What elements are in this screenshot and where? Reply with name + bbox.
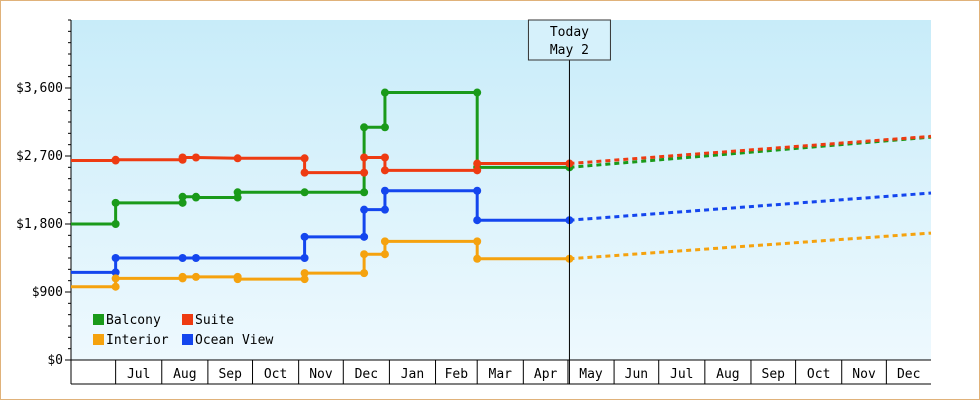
x-tick-label: Dec [355,367,378,382]
x-tick-label: Jul [127,367,150,382]
data-point[interactable] [360,269,369,278]
data-point[interactable] [191,193,200,202]
x-tick-label: Dec [897,367,920,382]
data-point[interactable] [178,272,187,281]
x-tick-label: Nov [309,367,333,382]
data-point[interactable] [360,153,369,162]
data-point[interactable] [178,198,187,207]
data-point[interactable] [473,237,482,246]
x-tick-label: Jan [401,367,424,382]
x-tick-label: Oct [264,367,287,382]
projection-line-ocean-view [569,191,932,222]
today-label-line2: May 2 [550,43,589,58]
data-point[interactable] [473,254,482,263]
x-tick-label: Aug [173,367,196,382]
y-tick-label: $1,800 [16,217,63,232]
data-point[interactable] [300,232,309,241]
data-point[interactable] [360,168,369,177]
data-point[interactable] [473,166,482,175]
data-point[interactable] [300,188,309,197]
data-point[interactable] [380,166,389,175]
data-point[interactable] [300,168,309,177]
data-point[interactable] [473,159,482,168]
data-point[interactable] [300,254,309,262]
data-point[interactable] [233,154,242,163]
legend-swatch [93,314,104,325]
legend-swatch [93,334,104,345]
x-tick-label: Apr [534,367,558,382]
data-point[interactable] [111,274,120,283]
x-tick-label: Jun [625,367,648,382]
data-point[interactable] [380,153,389,162]
legend-label: Suite [195,313,234,328]
legend-label: Interior [106,333,169,348]
legend-swatch [182,334,193,345]
data-point[interactable] [191,272,200,281]
data-point[interactable] [380,123,389,132]
data-point[interactable] [360,232,369,241]
data-point[interactable] [191,153,200,162]
projection-line-balcony [569,135,932,169]
data-point[interactable] [360,250,369,259]
x-tick-label: May [579,367,603,382]
y-tick-label: $0 [47,353,63,368]
x-tick-label: Aug [716,367,739,382]
series-line-suite [71,156,570,175]
x-tick-label: Jul [670,367,693,382]
x-tick-label: Oct [807,367,830,382]
data-point[interactable] [473,88,482,97]
y-tick-label: $900 [32,285,63,300]
data-point[interactable] [233,188,242,197]
data-point[interactable] [300,154,309,163]
projection-line-interior [569,231,932,261]
today-label-line1: Today [550,25,589,40]
legend-label: Balcony [106,313,161,328]
data-point[interactable] [111,220,120,228]
plot-area [71,20,931,360]
data-point[interactable] [360,205,369,214]
data-point[interactable] [380,237,389,246]
data-point[interactable] [360,188,369,197]
data-point[interactable] [111,254,120,262]
legend-label: Ocean View [195,333,273,348]
data-point[interactable] [233,275,242,284]
x-tick-label: Mar [489,367,513,382]
data-point[interactable] [111,282,120,291]
x-tick-label: Sep [762,367,786,382]
data-point[interactable] [111,155,120,164]
data-point[interactable] [380,205,389,214]
x-tick-label: Nov [852,367,876,382]
data-point[interactable] [178,192,187,201]
data-point[interactable] [380,250,389,259]
data-point[interactable] [111,268,120,277]
data-point[interactable] [111,198,120,207]
data-point[interactable] [178,254,187,262]
x-tick-label: Feb [445,367,469,382]
data-point[interactable] [300,275,309,284]
data-point[interactable] [178,153,187,162]
legend-swatch [182,314,193,325]
data-point[interactable] [360,123,369,132]
today-label-box [527,19,611,61]
projection-line-suite [569,134,932,166]
data-point[interactable] [473,216,482,225]
y-tick-label: $3,600 [16,81,63,96]
data-point[interactable] [473,186,482,195]
x-tick-label: Sep [218,367,242,382]
data-point[interactable] [300,269,309,278]
data-point[interactable] [380,88,389,97]
y-tick-label: $2,700 [16,149,63,164]
data-point[interactable] [380,186,389,195]
data-point[interactable] [191,254,200,262]
series-line-ocean-view [71,189,570,274]
